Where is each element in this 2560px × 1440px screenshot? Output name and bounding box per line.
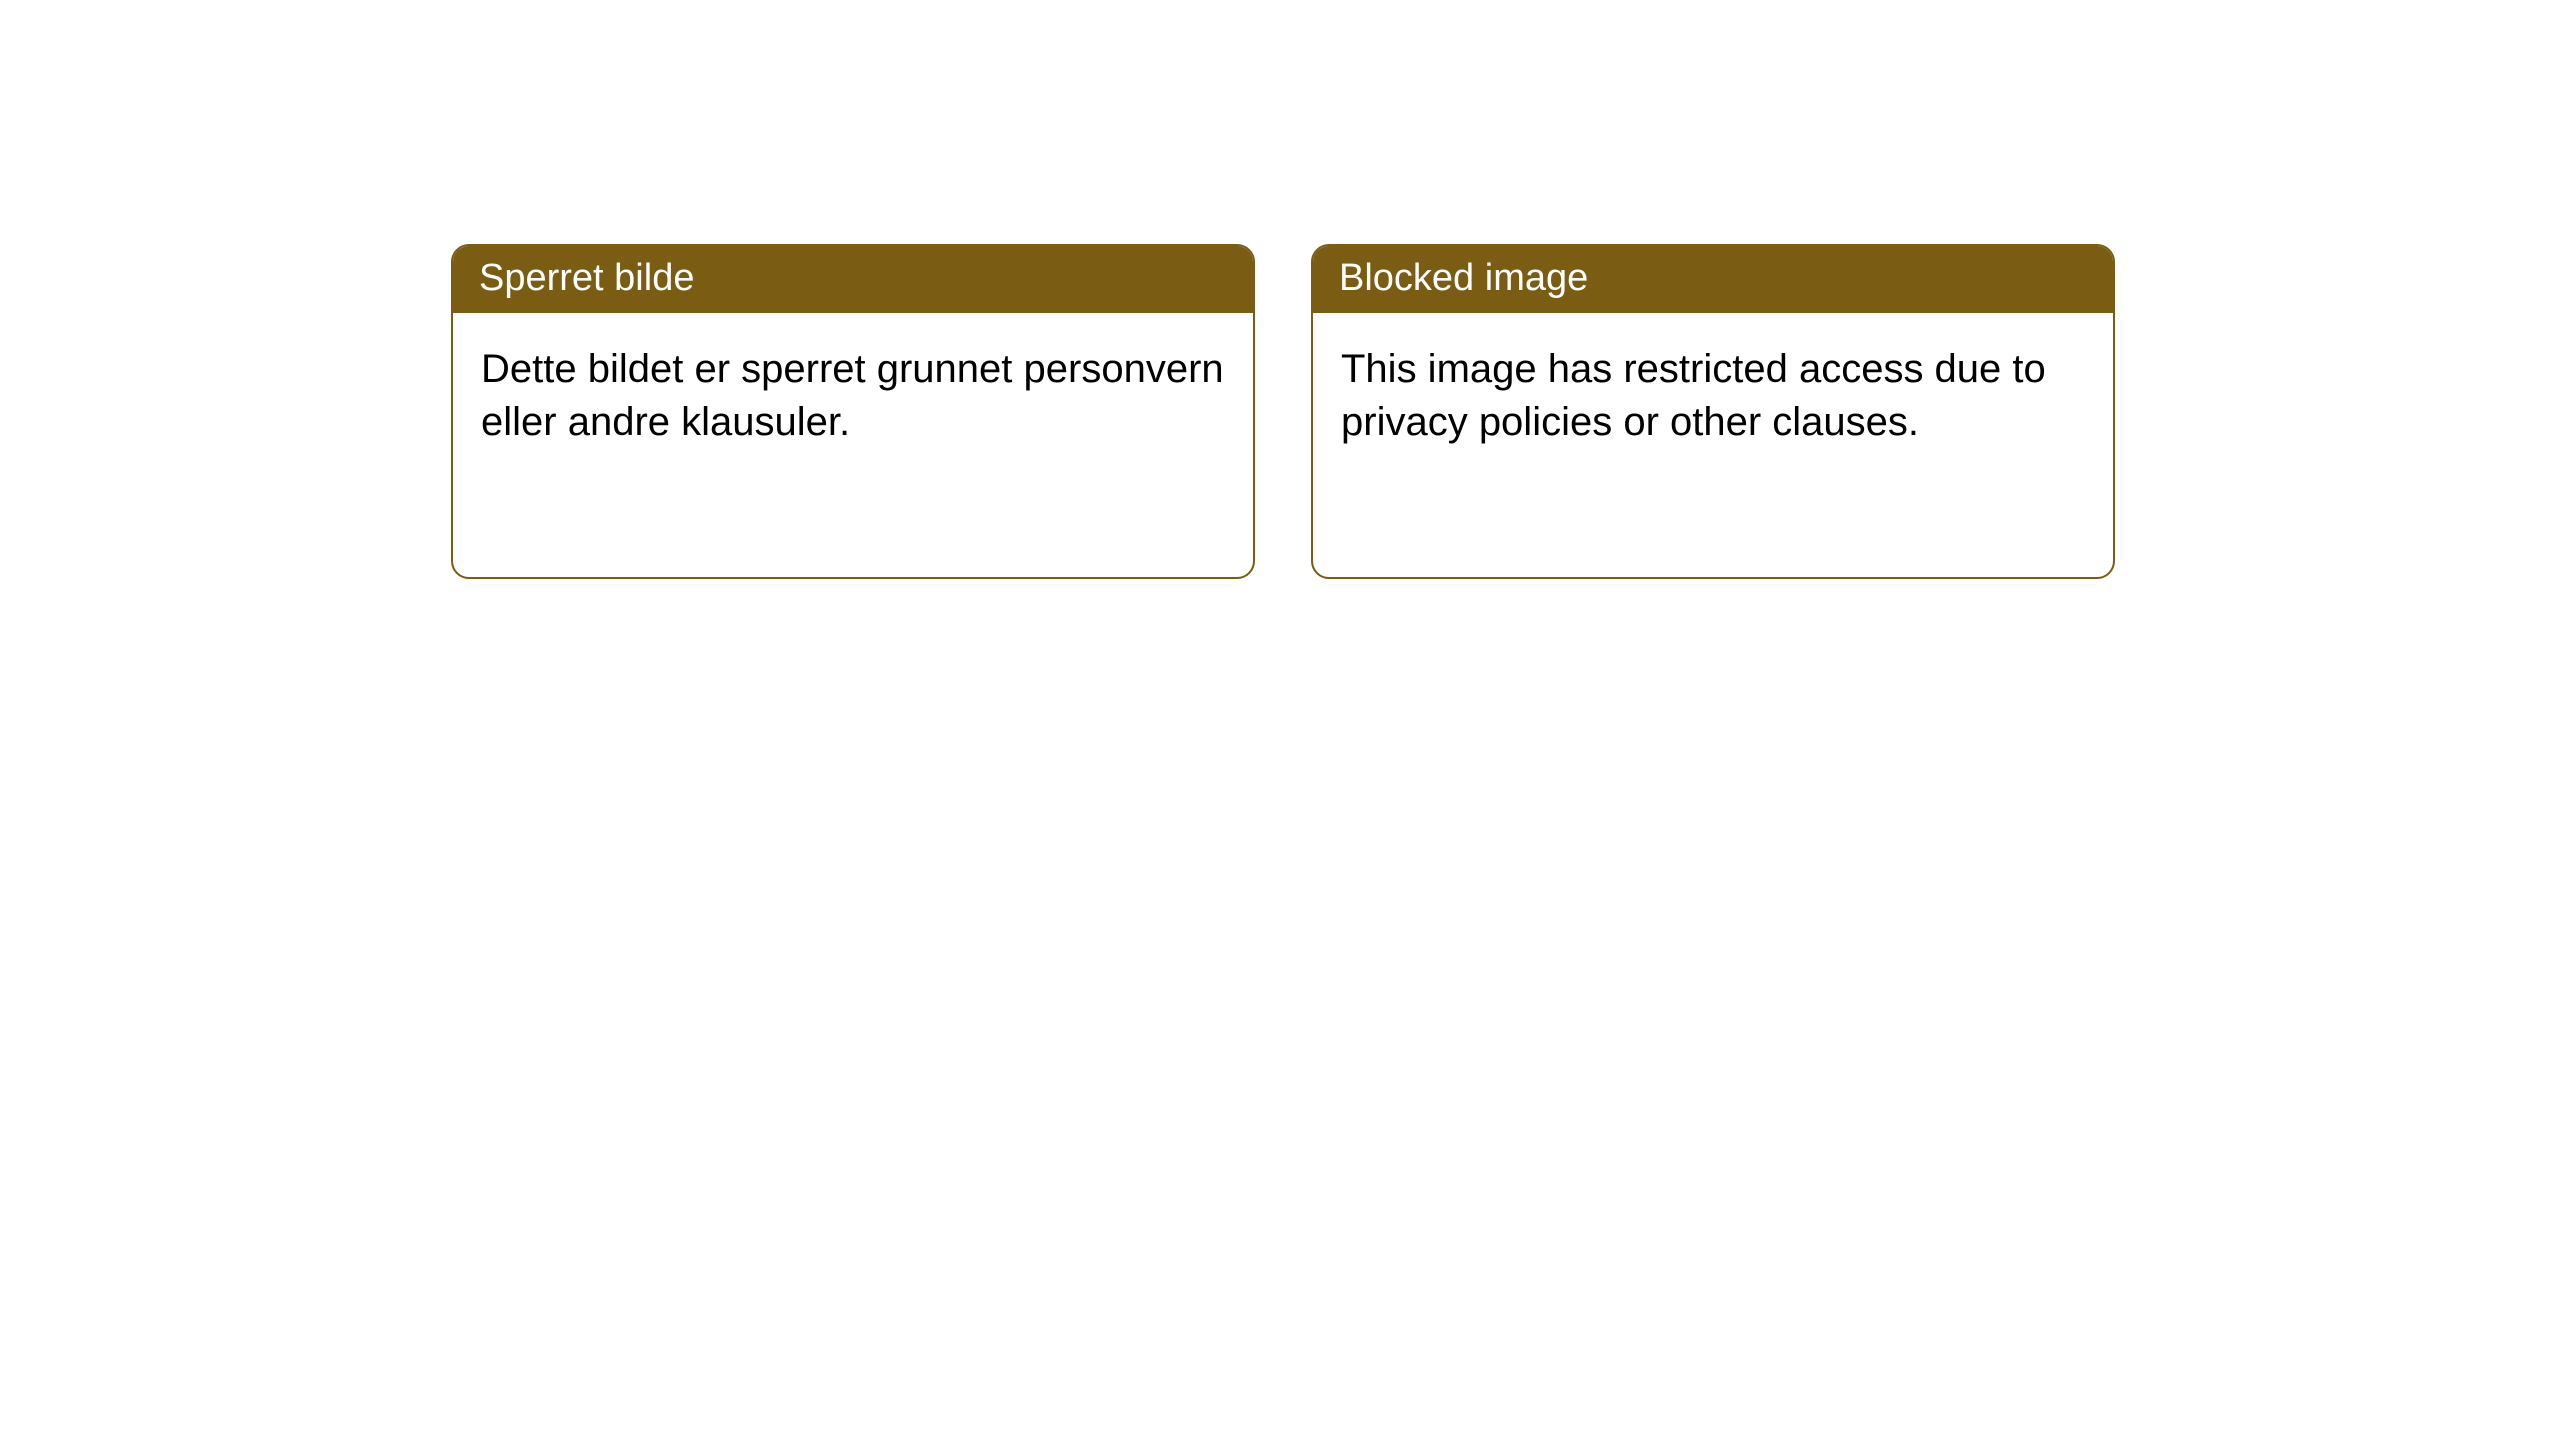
notice-header-english: Blocked image [1313,246,2113,313]
notice-box-norwegian: Sperret bilde Dette bildet er sperret gr… [451,244,1255,579]
notice-header-norwegian: Sperret bilde [453,246,1253,313]
notice-box-english: Blocked image This image has restricted … [1311,244,2115,579]
notice-body-norwegian: Dette bildet er sperret grunnet personve… [453,313,1253,469]
notice-body-english: This image has restricted access due to … [1313,313,2113,469]
notice-container: Sperret bilde Dette bildet er sperret gr… [0,0,2560,579]
